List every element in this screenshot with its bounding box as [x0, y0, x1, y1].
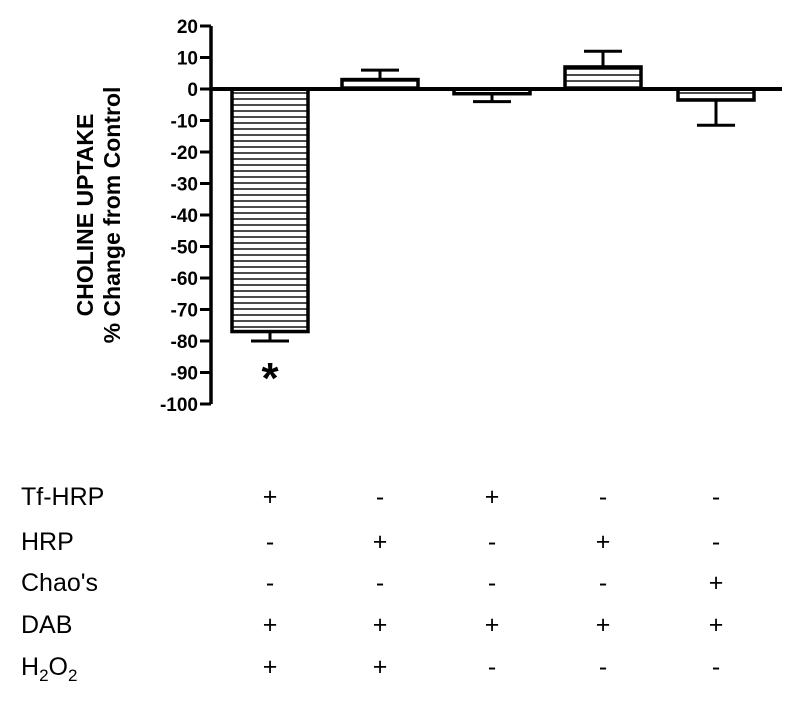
- condition-cell: +: [596, 528, 611, 556]
- condition-cell: -: [599, 483, 607, 511]
- y-tick-label: -50: [171, 238, 198, 259]
- condition-cell: +: [263, 611, 278, 639]
- condition-cell: +: [373, 653, 388, 681]
- condition-cell: -: [712, 653, 720, 681]
- condition-cell: +: [485, 483, 500, 511]
- condition-cell: -: [488, 528, 496, 556]
- condition-cell: +: [709, 611, 724, 639]
- y-axis-label-line-1: CHOLINE UPTAKE: [72, 114, 98, 317]
- condition-cell: +: [485, 611, 500, 639]
- y-tick-label: -60: [171, 269, 198, 290]
- condition-cell: +: [709, 569, 724, 597]
- condition-row-label: H2O2: [21, 653, 77, 685]
- condition-cell: -: [488, 569, 496, 597]
- y-tick-label: -20: [171, 143, 198, 164]
- condition-cell: +: [373, 528, 388, 556]
- bar: [563, 65, 643, 91]
- condition-cell: -: [599, 653, 607, 681]
- bar: [230, 87, 310, 334]
- condition-cell: +: [596, 611, 611, 639]
- condition-cell: -: [488, 653, 496, 681]
- condition-cell: -: [266, 528, 274, 556]
- condition-cell: -: [376, 483, 384, 511]
- significance-marks: *: [261, 354, 279, 403]
- bars: [230, 65, 756, 334]
- condition-cell: +: [263, 483, 278, 511]
- condition-cell: +: [263, 653, 278, 681]
- condition-row-label: DAB: [21, 611, 72, 639]
- condition-cell: -: [599, 569, 607, 597]
- y-tick-label: 20: [177, 17, 198, 38]
- condition-cell: -: [712, 483, 720, 511]
- condition-table: Tf-HRP + - + - - HRP - + - + - Chao's - - - - + DAB + + + + + H2…: [21, 483, 723, 685]
- error-bars: [251, 49, 735, 343]
- y-tick-label: -70: [171, 301, 198, 322]
- condition-row-label: Chao's: [21, 569, 98, 597]
- condition-cell: +: [373, 611, 388, 639]
- y-tick-label: -100: [160, 395, 198, 416]
- y-tick-label: -10: [171, 112, 198, 133]
- y-tick-label: -80: [171, 332, 198, 353]
- condition-cell: -: [712, 528, 720, 556]
- y-tick-label: -40: [171, 206, 198, 227]
- y-tick-label: 10: [177, 49, 198, 70]
- y-tick-label: 0: [187, 80, 198, 101]
- y-axis-label-line-2: % Change from Control: [99, 87, 125, 344]
- y-axis-label: CHOLINE UPTAKE % Change from Control: [72, 87, 125, 344]
- y-tick-label: -30: [171, 175, 198, 196]
- y-tick-label: -90: [171, 364, 198, 385]
- condition-row-label: HRP: [21, 528, 74, 556]
- condition-row-label: Tf-HRP: [21, 483, 104, 511]
- condition-cell: -: [266, 569, 274, 597]
- significance-asterisk: *: [261, 354, 279, 403]
- condition-cell: -: [376, 569, 384, 597]
- y-axis: 20 10 0 -10 -20 -30 -40 -50 -60 -70 -80 -90 -100: [160, 17, 213, 416]
